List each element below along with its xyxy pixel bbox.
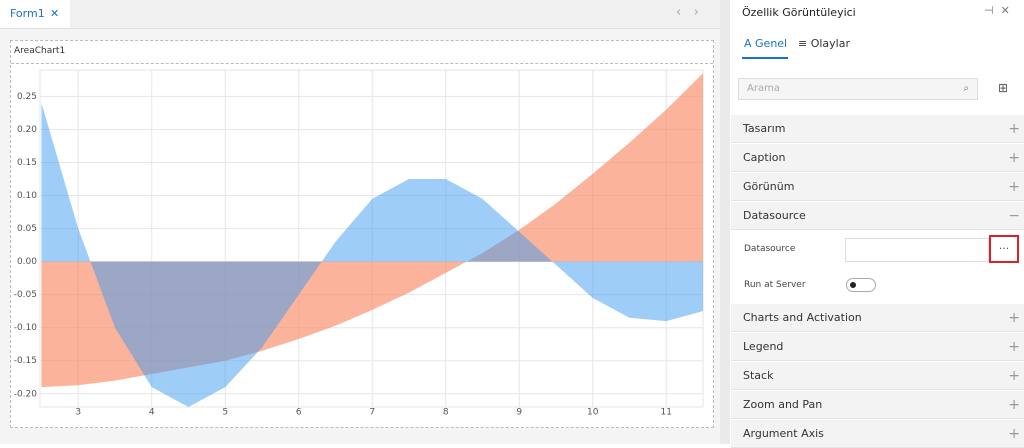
chart: 0.25 0.20 0.15 0.10 0.05 0.00 -0.05 -0.10 -0.15 -… (14, 69, 704, 418)
y-tick-label: 0.20 (17, 125, 37, 135)
nav-arrows[interactable]: ‹ › (676, 5, 699, 20)
expand-icon[interactable]: + (1008, 426, 1020, 442)
area (41, 103, 703, 407)
section-header[interactable]: Caption + (731, 144, 1024, 172)
expand-icon[interactable]: + (1008, 397, 1020, 413)
section-header[interactable]: Görünüm + (731, 173, 1024, 201)
tab-title: Form1 (10, 7, 45, 20)
expand-icon[interactable]: + (1008, 150, 1020, 166)
y-tick-label: -0.20 (14, 389, 38, 399)
section-title: Datasource (743, 209, 806, 222)
expand-icon[interactable]: + (1008, 179, 1020, 195)
section-title: Legend (743, 340, 784, 353)
x-tick-label: 11 (661, 408, 672, 418)
section-title: Argument Axis (743, 427, 824, 440)
tab-bar: Form1 ✕ ‹ › (0, 0, 720, 29)
y-tick-label: 0.05 (17, 224, 37, 234)
y-tick-label: 0.10 (17, 191, 37, 201)
y-tick-label: -0.10 (14, 323, 38, 333)
y-tick-label: 0.00 (17, 257, 37, 267)
panel-title: Özellik Görüntüleyici (742, 6, 856, 19)
tab[interactable]: Form1 ✕ (0, 0, 70, 28)
toggle[interactable] (846, 278, 876, 292)
tab-genel[interactable]: A Genel (744, 37, 788, 50)
x-tick-label: 5 (222, 408, 228, 418)
section-header[interactable]: Zoom and Pan + (731, 391, 1024, 419)
section-title: Caption (743, 151, 786, 164)
x-tick-label: 6 (296, 408, 302, 418)
tab-label: Genel (755, 37, 788, 50)
panel-icons[interactable]: ⊣ ✕ (984, 4, 1010, 17)
search-box[interactable]: Arama ⌕ (738, 78, 978, 100)
x-tick-label: 4 (149, 408, 155, 418)
expand-icon[interactable]: + (1008, 368, 1020, 384)
expand-icon[interactable]: − (1008, 208, 1020, 224)
y-tick-label: 0.25 (17, 92, 37, 102)
close-icon[interactable]: ✕ (50, 7, 60, 20)
x-tick-label: 9 (516, 408, 522, 418)
tab-label: Olaylar (810, 37, 851, 50)
section-title: Charts and Activation (743, 311, 862, 324)
splitter (720, 0, 730, 444)
x-tick-label: 7 (369, 408, 375, 418)
section-title: Zoom and Pan (743, 398, 823, 411)
x-tick-label: 3 (75, 408, 81, 418)
section-header[interactable]: Charts and Activation + (731, 304, 1024, 332)
section-header[interactable]: Datasource − (731, 202, 1024, 230)
tab-olaylar[interactable]: ≡ Olaylar (798, 37, 851, 50)
ellipsis-button[interactable]: ··· (989, 235, 1019, 263)
y-tick-label: -0.05 (14, 290, 37, 300)
component-label: AreaChart1 (14, 46, 66, 56)
section-header[interactable]: Legend + (731, 333, 1024, 361)
field-label: Datasource (744, 244, 796, 254)
divider (11, 63, 713, 64)
expand-icon[interactable]: + (1008, 339, 1020, 355)
expand-icon[interactable]: + (1008, 121, 1020, 137)
expand-icon[interactable]: + (1008, 310, 1020, 326)
section-title: Tasarım (743, 122, 786, 135)
field-label: Run at Server (744, 280, 806, 290)
x-tick-label: 8 (443, 408, 449, 418)
search-placeholder: Arama (747, 83, 780, 94)
add-icon[interactable]: ⊞ (998, 81, 1009, 95)
tab-underline (742, 57, 788, 59)
section-header[interactable]: Stack + (731, 362, 1024, 390)
y-tick-label: -0.15 (14, 356, 37, 366)
section-title: Stack (743, 369, 774, 382)
datasource-input[interactable] (845, 238, 989, 262)
section-header[interactable]: Tasarım + (731, 115, 1024, 143)
y-tick-label: 0.15 (17, 158, 37, 168)
x-tick-label: 10 (587, 408, 599, 418)
section-title: Görünüm (743, 180, 795, 193)
